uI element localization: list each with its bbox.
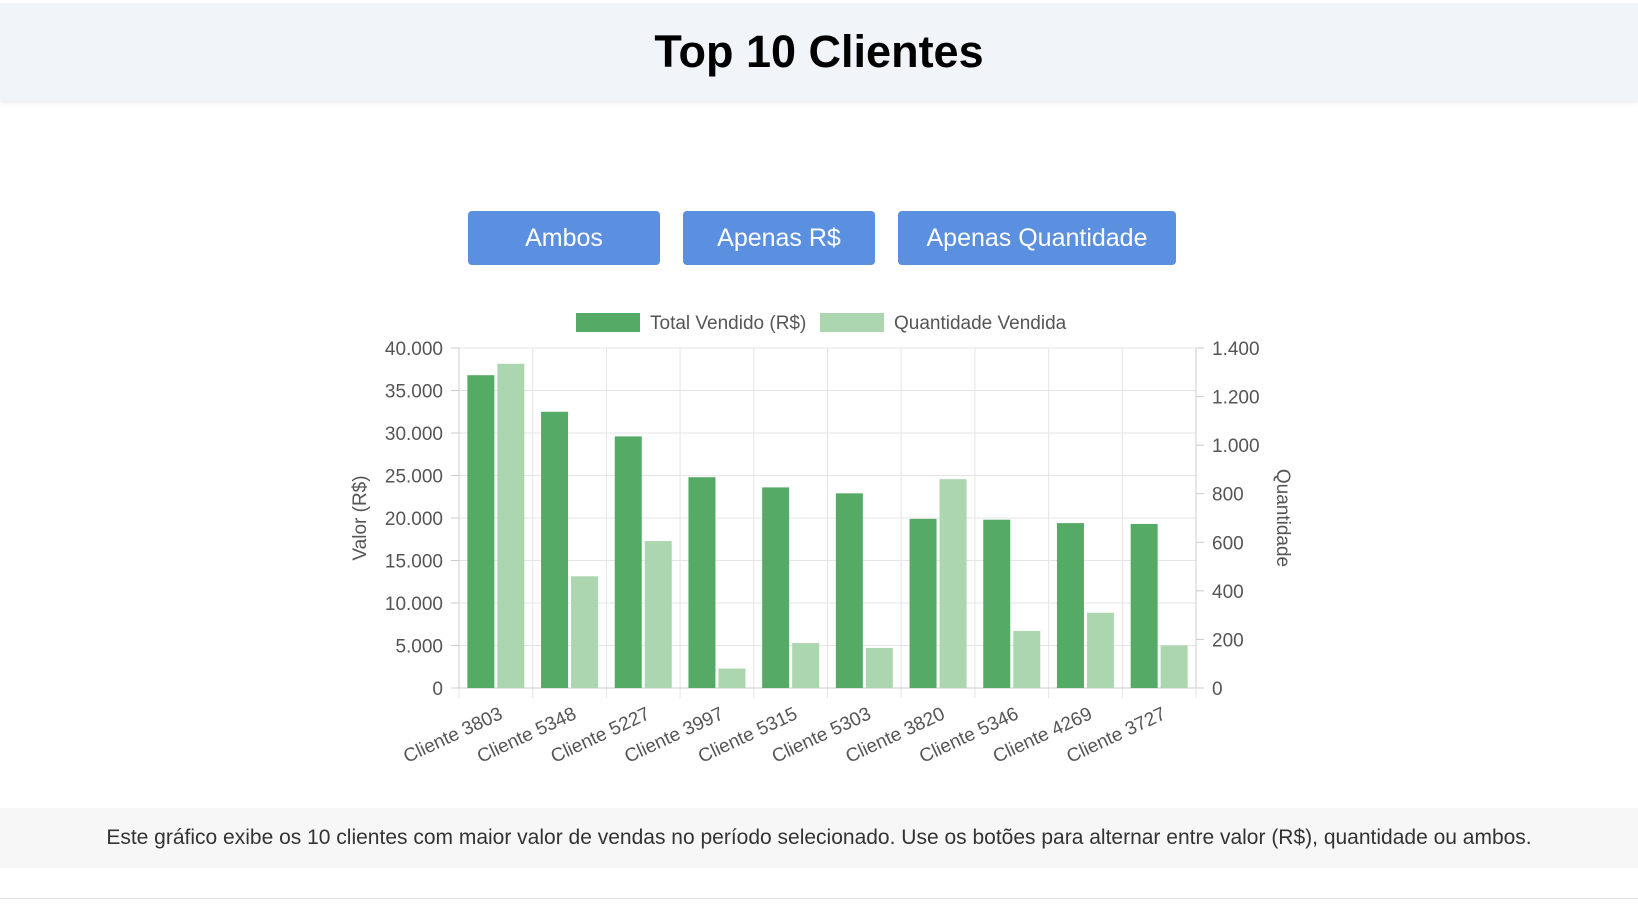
bar-quantidade-vendida (644, 541, 672, 688)
bar-total-vendido (1056, 523, 1084, 688)
y-left-tick-label: 10.000 (385, 594, 443, 615)
both-button[interactable]: Ambos (468, 211, 660, 265)
bar-total-vendido (762, 487, 790, 688)
chart-description-text: Este gráfico exibe os 10 clientes com ma… (106, 826, 1532, 849)
y-left-tick-label: 40.000 (385, 339, 443, 360)
y-right-tick-label: 800 (1212, 485, 1244, 506)
legend-label-total: Total Vendido (R$) (650, 313, 806, 334)
y-left-tick-label: 25.000 (385, 467, 443, 488)
y-left-tick-label: 30.000 (385, 424, 443, 445)
y-right-tick-label: 1.400 (1212, 339, 1260, 360)
bar-chart: 0 5.000 10.000 15.000 20.000 25.000 30.000 35.0… (350, 313, 1293, 768)
y-right-tick-label: 1.000 (1212, 436, 1260, 457)
bar-total-vendido (688, 477, 716, 688)
y-left-tick-label: 0 (432, 679, 443, 700)
y-left-tick-label: 35.000 (385, 382, 443, 403)
bar-quantidade-vendida (1160, 645, 1188, 688)
bar-quantidade-vendida (792, 643, 820, 688)
bar-quantidade-vendida (571, 576, 599, 688)
bar-quantidade-vendida (865, 647, 893, 688)
quantity-only-button[interactable]: Apenas Quantidade (898, 211, 1176, 265)
bar-total-vendido (1130, 523, 1158, 688)
bar-total-vendido (909, 518, 937, 688)
y-right-tick-label: 1.200 (1212, 388, 1260, 409)
chart-container: 0 5.000 10.000 15.000 20.000 25.000 30.000 35.0… (0, 300, 1638, 780)
legend-swatch-total (576, 313, 640, 332)
y-left-axis-title: Valor (R$) (350, 475, 371, 560)
y-right-tick-label: 200 (1212, 630, 1244, 651)
value-only-button[interactable]: Apenas R$ (683, 211, 875, 265)
bar-total-vendido (541, 411, 569, 688)
bar-quantidade-vendida (939, 479, 967, 688)
y-left-tick-label: 20.000 (385, 509, 443, 530)
bar-total-vendido (467, 375, 495, 688)
bottom-divider (0, 898, 1638, 899)
bar-total-vendido (835, 493, 863, 688)
y-right-axis-title: Quantidade (1272, 469, 1293, 567)
legend-label-quantity: Quantidade Vendida (894, 313, 1067, 334)
page-title: Top 10 Clientes (654, 26, 984, 77)
chart-description: Este gráfico exibe os 10 clientes com ma… (0, 808, 1638, 868)
y-right-tick-label: 400 (1212, 582, 1244, 603)
bar-quantidade-vendida (497, 363, 525, 688)
chart-mode-controls: Ambos Apenas R$ Apenas Quantidade (0, 211, 1638, 265)
y-right-tick-label: 600 (1212, 533, 1244, 554)
y-right-tick-label: 0 (1212, 679, 1223, 700)
page-header: Top 10 Clientes (0, 3, 1638, 101)
bar-total-vendido (614, 436, 642, 688)
y-left-tick-label: 15.000 (385, 552, 443, 573)
legend-swatch-quantity (820, 313, 884, 332)
bar-total-vendido (983, 519, 1011, 688)
bar-quantidade-vendida (718, 668, 746, 688)
y-left-tick-label: 5.000 (395, 637, 443, 658)
bar-quantidade-vendida (1013, 630, 1041, 688)
bar-quantidade-vendida (1086, 612, 1114, 688)
